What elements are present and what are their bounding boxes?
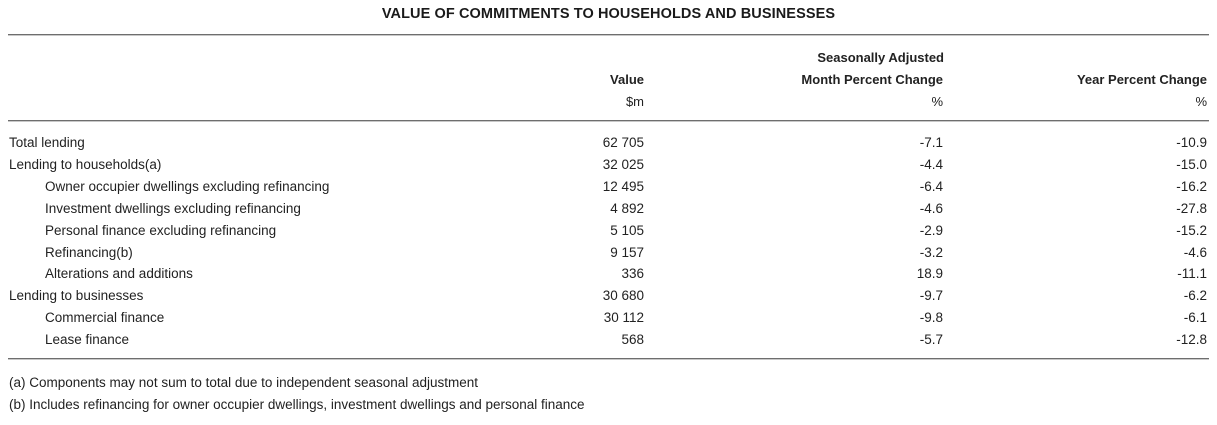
table-row: Alterations and additions 336 18.9 -11.1 [0,266,1217,288]
row-value: 30 112 [603,310,644,326]
row-value: 32 025 [602,156,644,172]
row-label: Commercial finance [45,310,165,326]
row-value: 336 [621,266,644,282]
row-label: Lending to businesses [9,288,144,304]
row-year-change: -15.0 [1176,156,1207,172]
header-month-line2: Month Percent Change [801,72,943,87]
header-value-unit: $m [625,94,644,109]
row-year-change: -10.9 [1176,135,1207,150]
row-year-change: -6.1 [1183,310,1207,326]
row-value: 12 495 [602,178,644,194]
row-month-change: -3.2 [919,244,943,260]
row-year-change: -15.2 [1176,222,1207,238]
header-month-unit: % [931,94,943,109]
bottom-rule [8,358,1209,359]
table-row: Commercial finance 30 112 -9.8 -6.1 [0,310,1217,332]
header-year: Year Percent Change [1076,72,1207,87]
row-label: Personal finance excluding refinancing [45,222,277,238]
row-label: Lending to households(a) [9,156,162,172]
table-row: Lending to businesses 30 680 -9.7 -6.2 [0,288,1217,310]
row-label: Owner occupier dwellings excluding refin… [45,178,330,194]
header-year-unit: % [1195,94,1207,109]
row-label: Alterations and additions [45,266,193,282]
row-year-change: -27.8 [1176,200,1207,216]
row-value: 4 892 [610,200,644,216]
table-row: Owner occupier dwellings excluding refin… [0,179,1217,201]
header-rule [8,120,1209,121]
row-label: Refinancing(b) [45,244,133,260]
row-value: 5 105 [610,222,644,238]
row-month-change: -7.1 [919,135,943,150]
row-year-change: -4.6 [1183,244,1207,260]
row-month-change: -4.4 [919,156,943,172]
row-year-change: -16.2 [1176,178,1207,194]
table-row: Total lending 62 705 -7.1 -10.9 [0,135,1217,157]
top-rule [8,34,1209,35]
table-row: Lease finance 568 -5.7 -12.8 [0,332,1217,354]
table-row: Refinancing(b) 9 157 -3.2 -4.6 [0,245,1217,267]
row-month-change: -9.7 [919,288,943,304]
header-month-line1: Seasonally Adjusted [817,50,944,65]
row-value: 568 [621,332,644,348]
row-value: 30 680 [602,288,644,304]
table-title: VALUE OF COMMITMENTS TO HOUSEHOLDS AND B… [381,6,836,22]
row-month-change: -6.4 [919,178,943,194]
row-label: Lease finance [45,332,130,348]
row-month-change: -2.9 [919,222,943,238]
row-month-change: -4.6 [919,200,943,216]
row-label: Total lending [9,135,85,150]
table-row: Personal finance excluding refinancing 5 … [0,223,1217,245]
row-month-change: -5.7 [919,332,943,348]
row-value: 62 705 [602,135,644,150]
row-value: 9 157 [610,244,644,260]
footnote-a: (a) Components may not sum to total due … [9,375,479,390]
row-year-change: -6.2 [1183,288,1207,304]
row-month-change: -9.8 [919,310,943,326]
row-label: Investment dwellings excluding refinanci… [45,200,301,216]
row-year-change: -12.8 [1176,332,1207,348]
header-value: Value [610,72,644,87]
table-row: Investment dwellings excluding refinanci… [0,201,1217,223]
row-year-change: -11.1 [1177,266,1207,282]
table-row: Lending to households(a) 32 025 -4.4 -15.0 [0,157,1217,179]
row-month-change: 18.9 [916,266,943,282]
footnote-b: (b) Includes refinancing for owner occup… [9,397,585,412]
